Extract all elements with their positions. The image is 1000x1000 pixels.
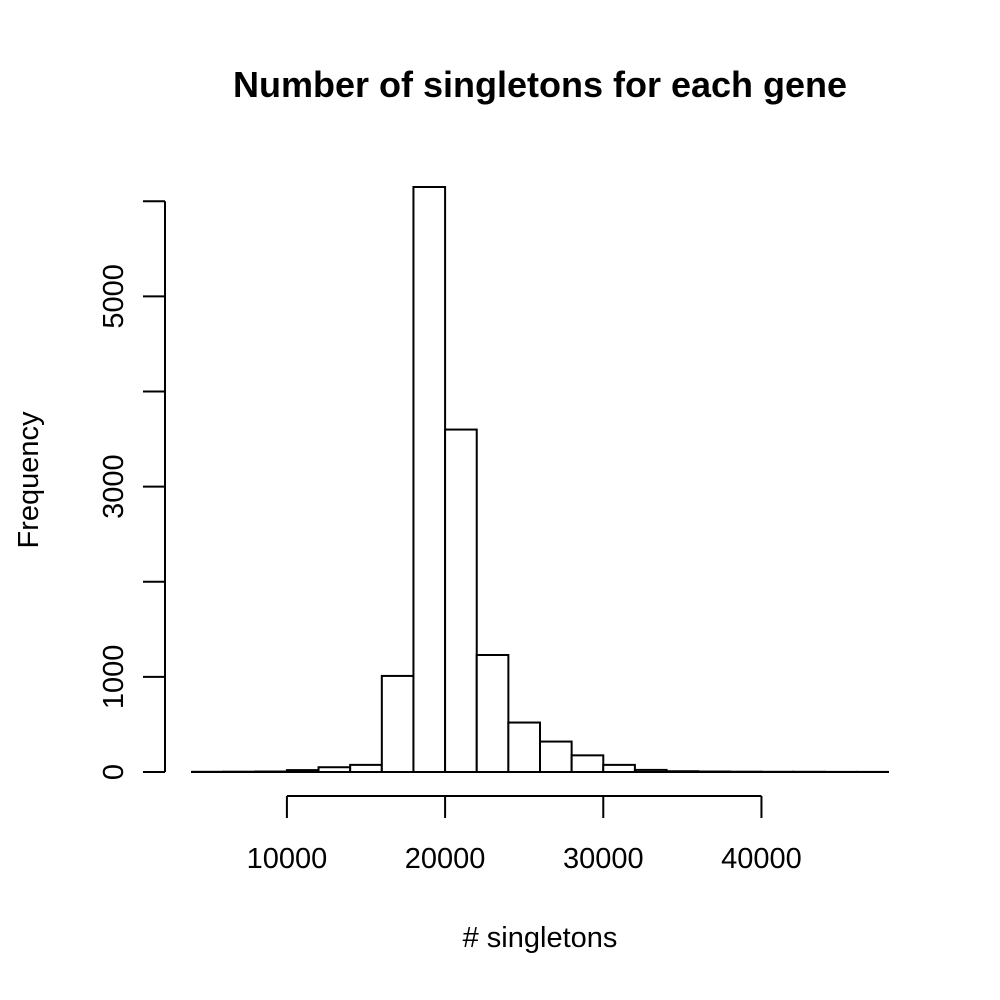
histogram-bar-6 <box>380 674 415 773</box>
y-tick-label-0: 0 <box>98 764 130 780</box>
histogram-bars <box>191 186 889 774</box>
histogram-bar-4 <box>317 766 352 773</box>
histogram-bar-13 <box>602 763 636 773</box>
chart-title: Number of singletons for each gene <box>233 64 847 105</box>
x-axis-label: # singletons <box>463 922 618 954</box>
y-tick-label-5: 5000 <box>98 264 130 329</box>
histogram-bar-10 <box>507 721 541 773</box>
histogram-bar-3 <box>285 769 320 773</box>
histogram-bar-8 <box>444 428 478 773</box>
histogram-bar-7 <box>412 186 447 773</box>
x-tick-label-3: 40000 <box>721 843 802 875</box>
histogram-bar-11 <box>539 740 573 773</box>
histogram-bar-9 <box>475 654 510 773</box>
y-axis: 0 1000 3000 5000 <box>98 200 166 780</box>
y-tick-label-1: 1000 <box>98 645 130 710</box>
y-axis-label: Frequency <box>13 411 45 549</box>
x-tick-label-2: 30000 <box>563 843 644 875</box>
y-tick-label-3: 3000 <box>98 454 130 519</box>
x-axis: 10000 20000 30000 40000 <box>247 795 802 875</box>
histogram-bar-15 <box>665 770 700 773</box>
histogram-bar-12 <box>570 754 605 773</box>
histogram-bar-14 <box>633 768 668 773</box>
x-tick-label-1: 20000 <box>405 843 486 875</box>
x-tick-label-0: 10000 <box>247 843 328 875</box>
histogram-bar-5 <box>349 763 383 773</box>
